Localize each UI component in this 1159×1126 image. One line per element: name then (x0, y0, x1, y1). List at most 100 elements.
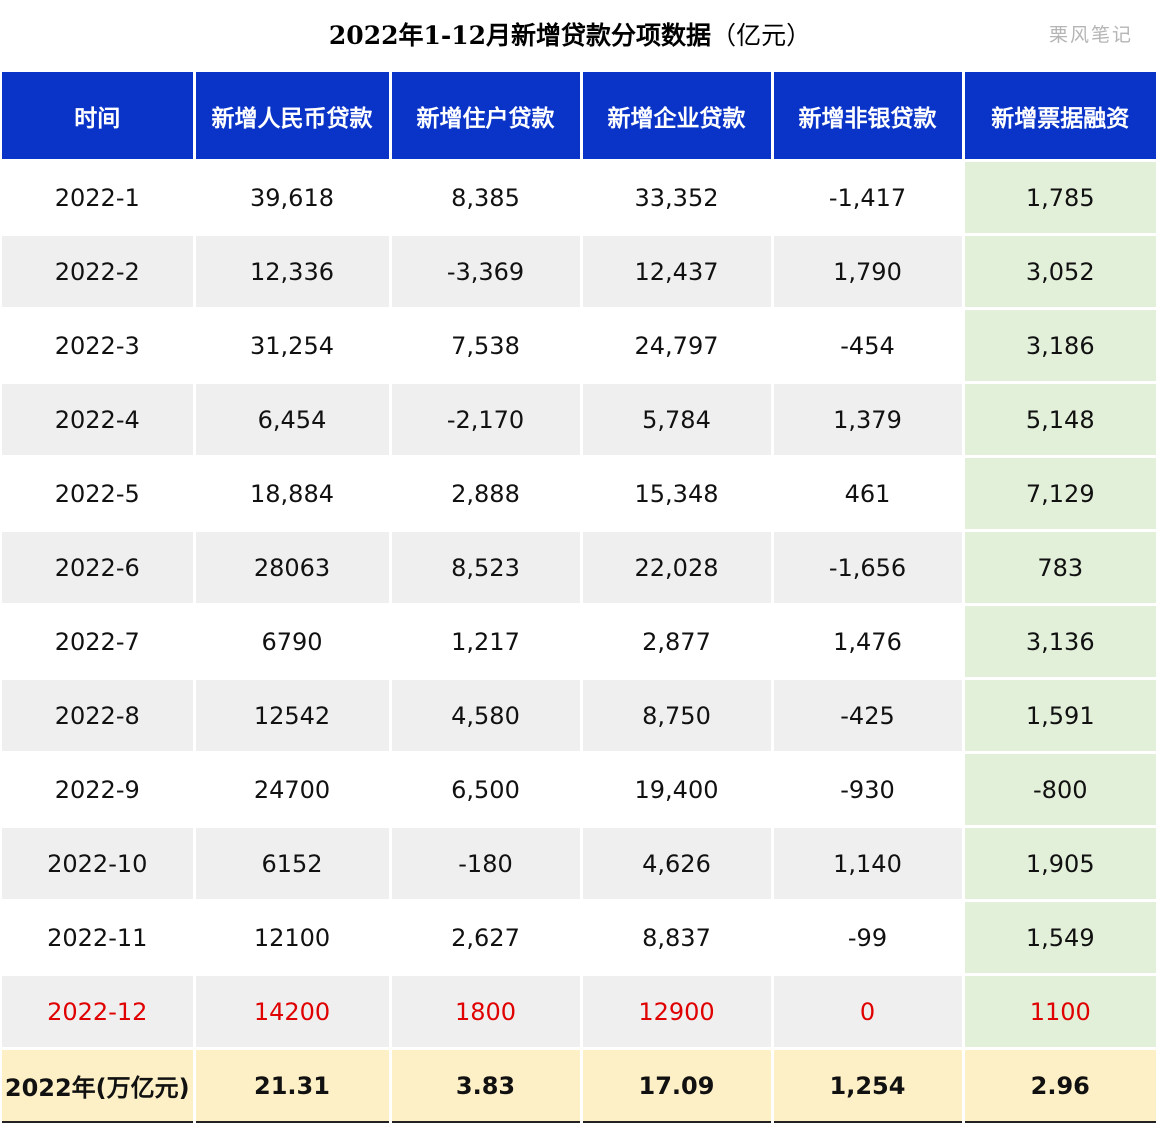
cell-time: 2022-3 (2, 307, 196, 383)
table-body: 2022-1 39,618 8,385 33,352 -1,417 1,785 2022-2… (2, 159, 1156, 1123)
cell-corporate-loans: 12900 (581, 973, 774, 1049)
cell-time: 2022-7 (2, 603, 196, 679)
page-title: 2022年1-12月新增贷款分项数据（亿元） (0, 16, 1140, 52)
cell-rmb-loans: 31,254 (194, 307, 392, 383)
cell-time: 2022-1 (2, 159, 196, 235)
watermark: 栗风笔记 (1048, 24, 1133, 46)
table-row: 2022-9 24700 6,500 19,400 -930 -800 (2, 751, 1156, 827)
cell-household-loans: 6,500 (390, 751, 583, 827)
cell-household-loans: -180 (390, 825, 583, 901)
table-row: 2022-11 12100 2,627 8,837 -99 1,549 (2, 899, 1156, 975)
total-value: 3.83 (390, 1047, 583, 1123)
cell-bill-financing: 1,549 (963, 899, 1156, 975)
table-row: 2022-4 6,454 -2,170 5,784 1,379 5,148 (2, 381, 1156, 457)
table-header-row: 时间 新增人民币贷款 新增住户贷款 新增企业贷款 新增非银贷款 新增票据融资 (2, 72, 1156, 161)
table-row: 2022-6 28063 8,523 22,028 -1,656 783 (2, 529, 1156, 605)
total-value: 2.96 (963, 1047, 1156, 1123)
cell-time: 2022-10 (2, 825, 196, 901)
cell-rmb-loans: 12100 (194, 899, 392, 975)
cell-household-loans: -3,369 (390, 233, 583, 309)
cell-time: 2022-12 (2, 973, 196, 1049)
table-row: 2022-7 6790 1,217 2,877 1,476 3,136 (2, 603, 1156, 679)
cell-nonbank-loans: -1,417 (772, 159, 965, 235)
cell-corporate-loans: 12,437 (581, 233, 774, 309)
cell-corporate-loans: 22,028 (581, 529, 774, 605)
table-row: 2022-5 18,884 2,888 15,348 461 7,129 (2, 455, 1156, 531)
cell-corporate-loans: 4,626 (581, 825, 774, 901)
cell-rmb-loans: 12542 (194, 677, 392, 753)
total-value: 21.31 (194, 1047, 392, 1123)
column-header-corporate-loans: 新增企业贷款 (581, 72, 774, 161)
cell-rmb-loans: 6790 (194, 603, 392, 679)
title-text: 2022年1-12月新增贷款分项数据 (328, 21, 712, 50)
cell-rmb-loans: 28063 (194, 529, 392, 605)
table-row: 2022-1 39,618 8,385 33,352 -1,417 1,785 (2, 159, 1156, 235)
cell-rmb-loans: 39,618 (194, 159, 392, 235)
cell-nonbank-loans: -99 (772, 899, 965, 975)
cell-nonbank-loans: -454 (772, 307, 965, 383)
title-unit: （亿元） (711, 21, 812, 50)
cell-household-loans: 4,580 (390, 677, 583, 753)
cell-bill-financing: 3,186 (963, 307, 1156, 383)
cell-bill-financing: 5,148 (963, 381, 1156, 457)
cell-bill-financing: 1100 (963, 973, 1156, 1049)
total-value: 1,254 (772, 1047, 965, 1123)
cell-bill-financing: 1,905 (963, 825, 1156, 901)
column-header-nonbank-loans: 新增非银贷款 (772, 72, 965, 161)
cell-household-loans: 8,385 (390, 159, 583, 235)
cell-corporate-loans: 8,750 (581, 677, 774, 753)
cell-bill-financing: 1,591 (963, 677, 1156, 753)
cell-time: 2022-8 (2, 677, 196, 753)
cell-nonbank-loans: -1,656 (772, 529, 965, 605)
cell-rmb-loans: 6,454 (194, 381, 392, 457)
cell-household-loans: 2,627 (390, 899, 583, 975)
column-header-bill-financing: 新增票据融资 (963, 72, 1156, 161)
cell-corporate-loans: 19,400 (581, 751, 774, 827)
cell-time: 2022-2 (2, 233, 196, 309)
cell-nonbank-loans: -930 (772, 751, 965, 827)
cell-time: 2022-6 (2, 529, 196, 605)
cell-bill-financing: 783 (963, 529, 1156, 605)
cell-bill-financing: 3,052 (963, 233, 1156, 309)
cell-household-loans: 7,538 (390, 307, 583, 383)
total-row: 2022年(万亿元) 21.31 3.83 17.09 1,254 2.96 (2, 1047, 1156, 1123)
cell-household-loans: 1800 (390, 973, 583, 1049)
cell-corporate-loans: 33,352 (581, 159, 774, 235)
cell-nonbank-loans: 1,140 (772, 825, 965, 901)
cell-rmb-loans: 12,336 (194, 233, 392, 309)
table-row: 2022-12 14200 1800 12900 0 1100 (2, 973, 1156, 1049)
total-value: 17.09 (581, 1047, 774, 1123)
table-row: 2022-3 31,254 7,538 24,797 -454 3,186 (2, 307, 1156, 383)
cell-bill-financing: 1,785 (963, 159, 1156, 235)
cell-corporate-loans: 24,797 (581, 307, 774, 383)
cell-nonbank-loans: -425 (772, 677, 965, 753)
cell-time: 2022-4 (2, 381, 196, 457)
cell-nonbank-loans: 0 (772, 973, 965, 1049)
table-row: 2022-10 6152 -180 4,626 1,140 1,905 (2, 825, 1156, 901)
cell-corporate-loans: 8,837 (581, 899, 774, 975)
cell-bill-financing: 7,129 (963, 455, 1156, 531)
cell-rmb-loans: 14200 (194, 973, 392, 1049)
cell-rmb-loans: 18,884 (194, 455, 392, 531)
cell-household-loans: 2,888 (390, 455, 583, 531)
cell-nonbank-loans: 1,476 (772, 603, 965, 679)
table-row: 2022-2 12,336 -3,369 12,437 1,790 3,052 (2, 233, 1156, 309)
cell-time: 2022-11 (2, 899, 196, 975)
cell-bill-financing: -800 (963, 751, 1156, 827)
cell-corporate-loans: 5,784 (581, 381, 774, 457)
column-header-time: 时间 (2, 72, 196, 161)
cell-nonbank-loans: 1,790 (772, 233, 965, 309)
cell-bill-financing: 3,136 (963, 603, 1156, 679)
cell-corporate-loans: 15,348 (581, 455, 774, 531)
cell-time: 2022-9 (2, 751, 196, 827)
total-label: 2022年(万亿元) (2, 1047, 196, 1123)
cell-household-loans: 1,217 (390, 603, 583, 679)
cell-time: 2022-5 (2, 455, 196, 531)
cell-rmb-loans: 24700 (194, 751, 392, 827)
cell-nonbank-loans: 461 (772, 455, 965, 531)
column-header-rmb-loans: 新增人民币贷款 (194, 72, 392, 161)
cell-household-loans: -2,170 (390, 381, 583, 457)
cell-household-loans: 8,523 (390, 529, 583, 605)
cell-rmb-loans: 6152 (194, 825, 392, 901)
loan-data-table: 时间 新增人民币贷款 新增住户贷款 新增企业贷款 新增非银贷款 新增票据融资 2… (2, 72, 1156, 1123)
